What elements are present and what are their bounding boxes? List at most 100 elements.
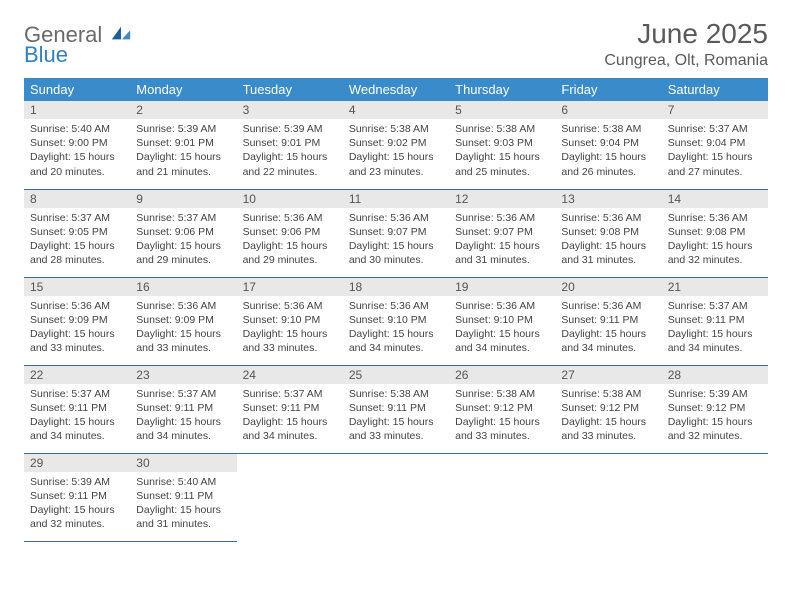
day-content: Sunrise: 5:40 AMSunset: 9:00 PMDaylight:… <box>24 119 130 183</box>
day-number: 25 <box>343 366 449 384</box>
day-content: Sunrise: 5:38 AMSunset: 9:12 PMDaylight:… <box>555 384 661 448</box>
day-cell: 21Sunrise: 5:37 AMSunset: 9:11 PMDayligh… <box>662 277 768 365</box>
day-number: 19 <box>449 278 555 296</box>
day-content: Sunrise: 5:37 AMSunset: 9:11 PMDaylight:… <box>237 384 343 448</box>
day-content: Sunrise: 5:38 AMSunset: 9:12 PMDaylight:… <box>449 384 555 448</box>
day-cell <box>237 453 343 541</box>
calendar: SundayMondayTuesdayWednesdayThursdayFrid… <box>24 78 768 542</box>
page: General Blue June 2025 Cungrea, Olt, Rom… <box>0 0 792 560</box>
day-number: 22 <box>24 366 130 384</box>
weekday-header: Monday <box>130 78 236 101</box>
month-title: June 2025 <box>604 18 768 50</box>
day-number: 27 <box>555 366 661 384</box>
day-number: 11 <box>343 190 449 208</box>
day-number: 29 <box>24 454 130 472</box>
weekday-header: Thursday <box>449 78 555 101</box>
day-number: 1 <box>24 101 130 119</box>
day-content: Sunrise: 5:39 AMSunset: 9:11 PMDaylight:… <box>24 472 130 536</box>
day-cell: 23Sunrise: 5:37 AMSunset: 9:11 PMDayligh… <box>130 365 236 453</box>
day-content: Sunrise: 5:36 AMSunset: 9:10 PMDaylight:… <box>449 296 555 360</box>
day-cell: 11Sunrise: 5:36 AMSunset: 9:07 PMDayligh… <box>343 189 449 277</box>
day-content: Sunrise: 5:36 AMSunset: 9:10 PMDaylight:… <box>343 296 449 360</box>
day-cell: 18Sunrise: 5:36 AMSunset: 9:10 PMDayligh… <box>343 277 449 365</box>
day-cell <box>343 453 449 541</box>
day-number: 14 <box>662 190 768 208</box>
week-row: 15Sunrise: 5:36 AMSunset: 9:09 PMDayligh… <box>24 277 768 365</box>
day-number: 6 <box>555 101 661 119</box>
day-cell: 30Sunrise: 5:40 AMSunset: 9:11 PMDayligh… <box>130 453 236 541</box>
day-number: 5 <box>449 101 555 119</box>
location: Cungrea, Olt, Romania <box>604 52 768 70</box>
day-number: 18 <box>343 278 449 296</box>
weekday-header-row: SundayMondayTuesdayWednesdayThursdayFrid… <box>24 78 768 101</box>
day-cell: 14Sunrise: 5:36 AMSunset: 9:08 PMDayligh… <box>662 189 768 277</box>
day-content: Sunrise: 5:37 AMSunset: 9:11 PMDaylight:… <box>24 384 130 448</box>
day-content: Sunrise: 5:36 AMSunset: 9:07 PMDaylight:… <box>343 208 449 272</box>
week-row: 29Sunrise: 5:39 AMSunset: 9:11 PMDayligh… <box>24 453 768 541</box>
day-cell: 13Sunrise: 5:36 AMSunset: 9:08 PMDayligh… <box>555 189 661 277</box>
day-cell: 22Sunrise: 5:37 AMSunset: 9:11 PMDayligh… <box>24 365 130 453</box>
weekday-header: Tuesday <box>237 78 343 101</box>
day-cell: 28Sunrise: 5:39 AMSunset: 9:12 PMDayligh… <box>662 365 768 453</box>
day-content: Sunrise: 5:37 AMSunset: 9:11 PMDaylight:… <box>662 296 768 360</box>
day-number: 28 <box>662 366 768 384</box>
day-cell: 15Sunrise: 5:36 AMSunset: 9:09 PMDayligh… <box>24 277 130 365</box>
day-number: 10 <box>237 190 343 208</box>
day-content: Sunrise: 5:37 AMSunset: 9:06 PMDaylight:… <box>130 208 236 272</box>
weekday-header: Wednesday <box>343 78 449 101</box>
day-content: Sunrise: 5:39 AMSunset: 9:01 PMDaylight:… <box>130 119 236 183</box>
day-content: Sunrise: 5:38 AMSunset: 9:03 PMDaylight:… <box>449 119 555 183</box>
day-cell: 20Sunrise: 5:36 AMSunset: 9:11 PMDayligh… <box>555 277 661 365</box>
day-cell: 12Sunrise: 5:36 AMSunset: 9:07 PMDayligh… <box>449 189 555 277</box>
day-number: 23 <box>130 366 236 384</box>
day-number: 7 <box>662 101 768 119</box>
day-cell: 17Sunrise: 5:36 AMSunset: 9:10 PMDayligh… <box>237 277 343 365</box>
day-cell <box>662 453 768 541</box>
day-cell: 4Sunrise: 5:38 AMSunset: 9:02 PMDaylight… <box>343 101 449 189</box>
day-cell: 26Sunrise: 5:38 AMSunset: 9:12 PMDayligh… <box>449 365 555 453</box>
day-content: Sunrise: 5:36 AMSunset: 9:08 PMDaylight:… <box>662 208 768 272</box>
day-content: Sunrise: 5:36 AMSunset: 9:09 PMDaylight:… <box>130 296 236 360</box>
day-cell: 6Sunrise: 5:38 AMSunset: 9:04 PMDaylight… <box>555 101 661 189</box>
day-number: 3 <box>237 101 343 119</box>
day-cell: 5Sunrise: 5:38 AMSunset: 9:03 PMDaylight… <box>449 101 555 189</box>
logo-blue: Blue <box>24 44 132 66</box>
day-content: Sunrise: 5:36 AMSunset: 9:09 PMDaylight:… <box>24 296 130 360</box>
day-cell: 29Sunrise: 5:39 AMSunset: 9:11 PMDayligh… <box>24 453 130 541</box>
day-cell: 3Sunrise: 5:39 AMSunset: 9:01 PMDaylight… <box>237 101 343 189</box>
day-cell <box>449 453 555 541</box>
weekday-header: Saturday <box>662 78 768 101</box>
day-number: 30 <box>130 454 236 472</box>
day-number: 20 <box>555 278 661 296</box>
day-content: Sunrise: 5:37 AMSunset: 9:04 PMDaylight:… <box>662 119 768 183</box>
day-content: Sunrise: 5:37 AMSunset: 9:11 PMDaylight:… <box>130 384 236 448</box>
day-cell: 9Sunrise: 5:37 AMSunset: 9:06 PMDaylight… <box>130 189 236 277</box>
day-cell: 7Sunrise: 5:37 AMSunset: 9:04 PMDaylight… <box>662 101 768 189</box>
day-number: 4 <box>343 101 449 119</box>
day-content: Sunrise: 5:38 AMSunset: 9:11 PMDaylight:… <box>343 384 449 448</box>
week-row: 1Sunrise: 5:40 AMSunset: 9:00 PMDaylight… <box>24 101 768 189</box>
weekday-header: Friday <box>555 78 661 101</box>
day-cell: 2Sunrise: 5:39 AMSunset: 9:01 PMDaylight… <box>130 101 236 189</box>
day-number: 12 <box>449 190 555 208</box>
logo-text: General Blue <box>24 24 132 66</box>
day-number: 13 <box>555 190 661 208</box>
week-row: 22Sunrise: 5:37 AMSunset: 9:11 PMDayligh… <box>24 365 768 453</box>
day-number: 8 <box>24 190 130 208</box>
day-cell: 25Sunrise: 5:38 AMSunset: 9:11 PMDayligh… <box>343 365 449 453</box>
day-number: 2 <box>130 101 236 119</box>
day-content: Sunrise: 5:36 AMSunset: 9:11 PMDaylight:… <box>555 296 661 360</box>
day-cell: 1Sunrise: 5:40 AMSunset: 9:00 PMDaylight… <box>24 101 130 189</box>
header: General Blue June 2025 Cungrea, Olt, Rom… <box>24 18 768 70</box>
day-cell: 16Sunrise: 5:36 AMSunset: 9:09 PMDayligh… <box>130 277 236 365</box>
day-number: 21 <box>662 278 768 296</box>
day-content: Sunrise: 5:39 AMSunset: 9:01 PMDaylight:… <box>237 119 343 183</box>
day-cell: 8Sunrise: 5:37 AMSunset: 9:05 PMDaylight… <box>24 189 130 277</box>
day-cell: 10Sunrise: 5:36 AMSunset: 9:06 PMDayligh… <box>237 189 343 277</box>
day-cell: 27Sunrise: 5:38 AMSunset: 9:12 PMDayligh… <box>555 365 661 453</box>
day-number: 16 <box>130 278 236 296</box>
day-number: 24 <box>237 366 343 384</box>
title-block: June 2025 Cungrea, Olt, Romania <box>604 18 768 70</box>
day-content: Sunrise: 5:36 AMSunset: 9:08 PMDaylight:… <box>555 208 661 272</box>
day-content: Sunrise: 5:36 AMSunset: 9:06 PMDaylight:… <box>237 208 343 272</box>
